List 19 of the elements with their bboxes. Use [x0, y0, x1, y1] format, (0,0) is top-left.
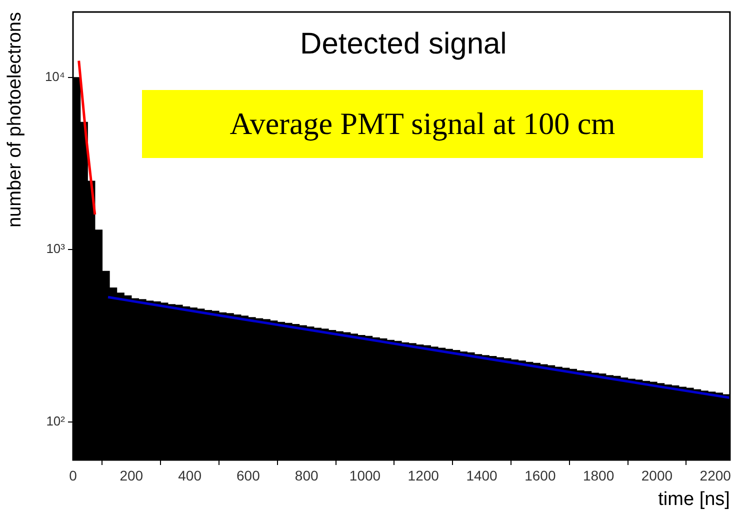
x-tick-label: 1200	[408, 467, 440, 484]
x-tick-label: 0	[69, 467, 78, 484]
annotation: Average PMT signal at 100 cm	[230, 106, 616, 142]
text: Detected signal	[300, 27, 507, 60]
x-axis-title: time [ns]	[658, 488, 730, 510]
x-tick-label: 1800	[582, 467, 614, 484]
x-tick-label: 2000	[641, 467, 673, 484]
x-tick-label: 1600	[524, 467, 556, 484]
x-tick-label: 400	[178, 467, 202, 484]
y-tick-label: 10³	[46, 241, 66, 256]
y-tick-label: 10⁴	[44, 69, 65, 84]
x-tick-label: 800	[294, 467, 318, 484]
x-tick-label: 1000	[349, 467, 381, 484]
x-tick-label: 2200	[700, 467, 732, 484]
y-tick-label: 10²	[46, 413, 66, 428]
x-tick-label: 200	[120, 467, 144, 484]
x-tick-label: 600	[236, 467, 260, 484]
x-tick-label: 1400	[466, 467, 498, 484]
y-axis-title: number of photoelectrons	[4, 12, 26, 228]
